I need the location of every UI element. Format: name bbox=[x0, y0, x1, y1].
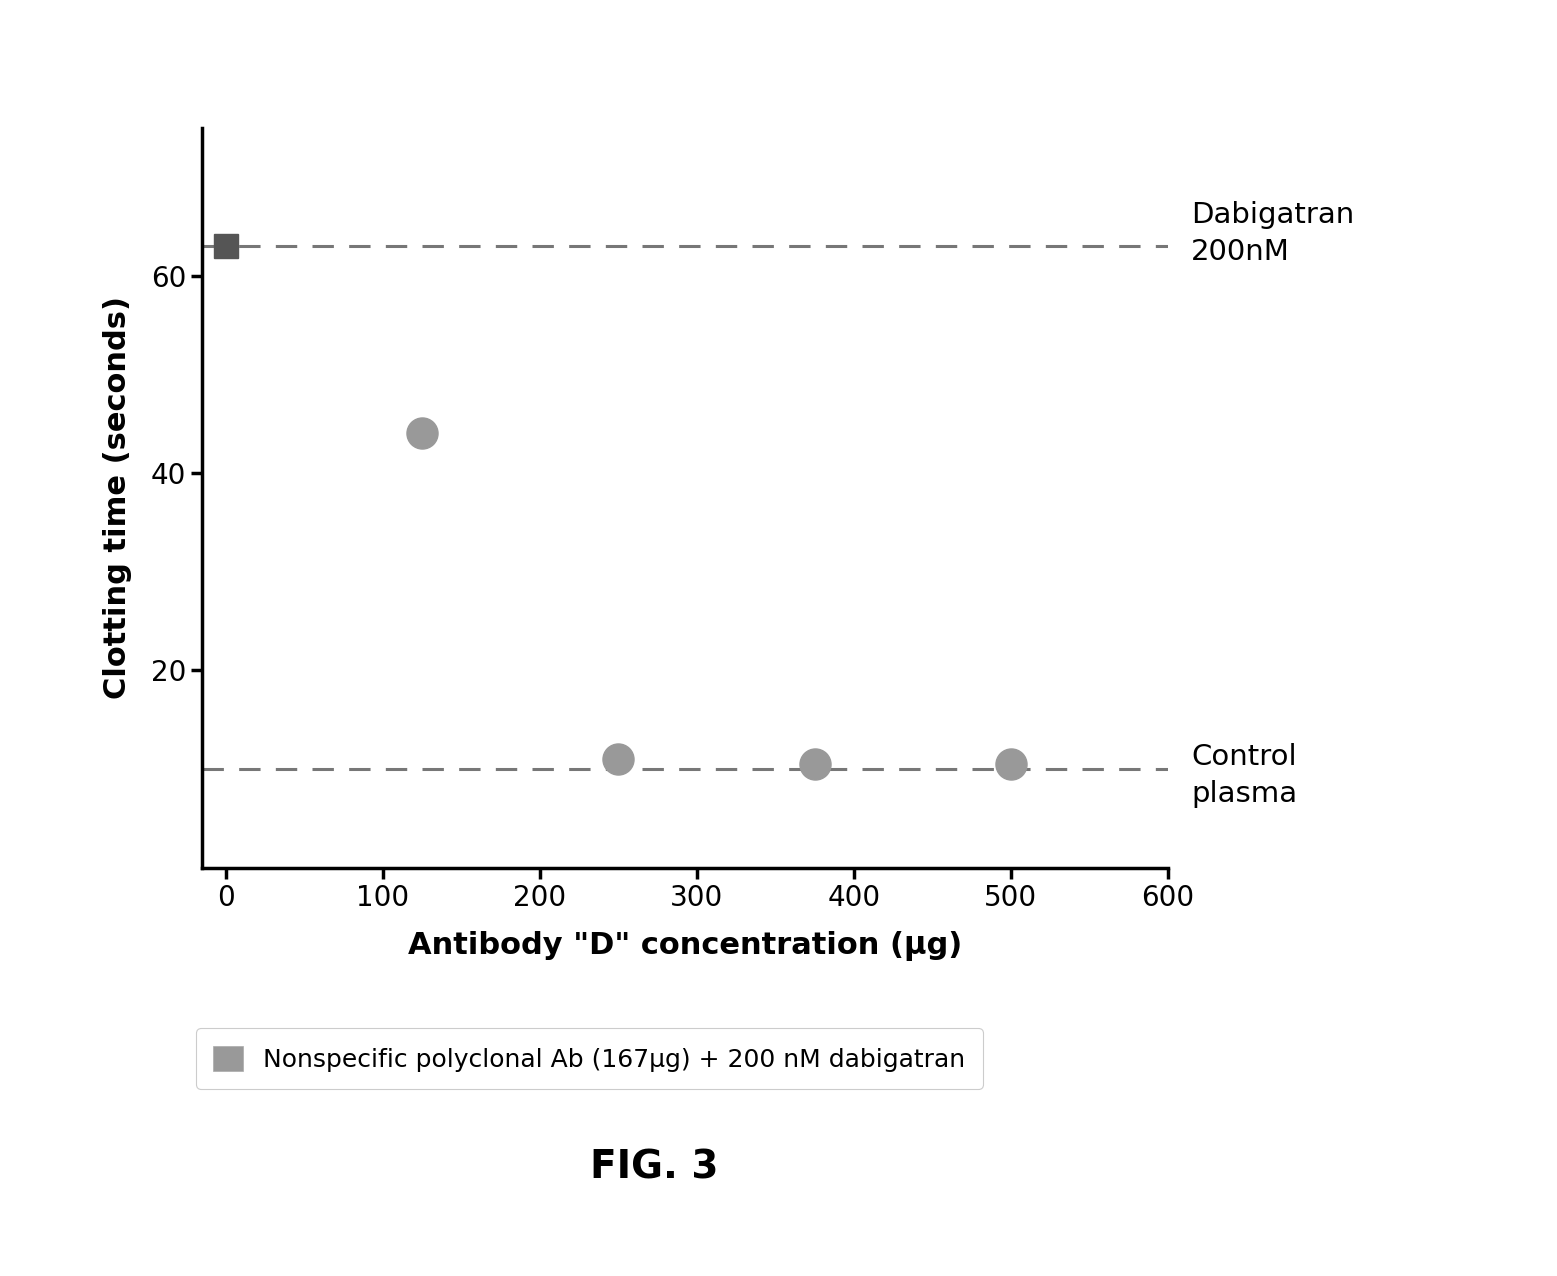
Point bbox=[802, 754, 827, 775]
Text: FIG. 3: FIG. 3 bbox=[590, 1148, 718, 1187]
Legend: Nonspecific polyclonal Ab (167μg) + 200 nM dabigatran: Nonspecific polyclonal Ab (167μg) + 200 … bbox=[196, 1028, 982, 1090]
Point bbox=[998, 754, 1023, 775]
Y-axis label: Clotting time (seconds): Clotting time (seconds) bbox=[103, 296, 132, 699]
Point bbox=[606, 749, 631, 769]
X-axis label: Antibody "D" concentration (μg): Antibody "D" concentration (μg) bbox=[408, 931, 962, 961]
Text: Dabigatran
200nM: Dabigatran 200nM bbox=[1191, 200, 1355, 265]
Point bbox=[409, 424, 434, 444]
Text: Control
plasma: Control plasma bbox=[1191, 743, 1297, 808]
